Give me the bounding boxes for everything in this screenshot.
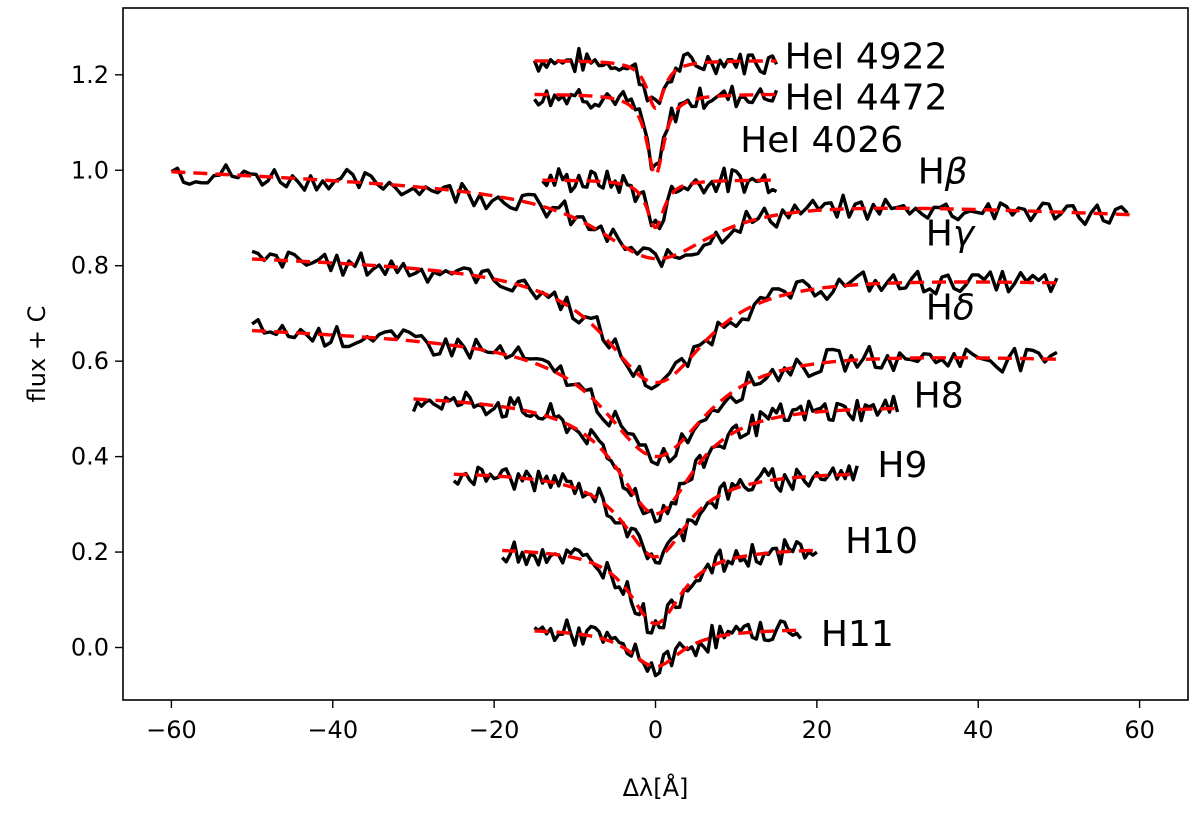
observed-spectrum-line	[251, 249, 1059, 391]
model-fit-line	[171, 170, 1132, 261]
model-fit-line	[534, 59, 777, 111]
y-axis: 0.0 0.2 0.4 0.6 0.8 1.0 1.2	[71, 61, 123, 662]
observed-spectrum-line	[533, 84, 779, 171]
model-fit-line	[413, 397, 898, 516]
series-label: HeI 4026	[740, 120, 903, 161]
y-tick-label: 0.6	[71, 347, 109, 375]
x-tick-label: −40	[307, 716, 358, 744]
series-label: H11	[821, 614, 894, 655]
y-tick-label: 0.8	[71, 252, 109, 280]
x-tick-label: 20	[802, 716, 833, 744]
series-label: Hβ	[918, 151, 968, 192]
x-tick-label: −60	[146, 716, 197, 744]
series-label: Hδ	[926, 287, 975, 328]
observed-spectrum-line	[532, 46, 779, 106]
model-fit-line	[534, 628, 801, 669]
observed-spectrum-line	[541, 166, 778, 231]
x-tick-label: 60	[1124, 716, 1155, 744]
series-label: H8	[914, 376, 964, 417]
observed-spectrum-line	[411, 390, 900, 524]
y-tick-label: 0.0	[71, 634, 109, 662]
model-fit-line	[252, 328, 1059, 459]
spectral-traces	[170, 46, 1132, 678]
model-fit-line	[252, 257, 1059, 385]
model-fit-line	[453, 472, 858, 559]
x-tick-label: 40	[963, 716, 994, 744]
observed-spectrum-line	[170, 163, 1129, 268]
series-label: H9	[877, 445, 927, 486]
model-fit-line	[542, 178, 777, 230]
series-label: H10	[845, 521, 918, 562]
observed-spectrum-line	[533, 618, 803, 678]
x-axis-title: Δλ[Å]	[623, 773, 689, 802]
series-label: HeI 4472	[785, 77, 948, 118]
x-tick-label: −20	[469, 716, 520, 744]
x-axis: −60 −40 −20 0 20 40 60	[146, 700, 1155, 744]
y-tick-label: 1.2	[71, 61, 109, 89]
series-label: Hγ	[926, 213, 976, 254]
y-tick-label: 1.0	[71, 156, 109, 184]
y-tick-label: 0.4	[71, 443, 109, 471]
model-fit-line	[502, 548, 818, 626]
series-label: HeI 4922	[785, 37, 948, 78]
y-axis-title: flux + C	[23, 306, 51, 403]
y-tick-label: 0.2	[71, 538, 109, 566]
observed-spectrum-line	[251, 318, 1058, 467]
x-tick-label: 0	[648, 716, 663, 744]
